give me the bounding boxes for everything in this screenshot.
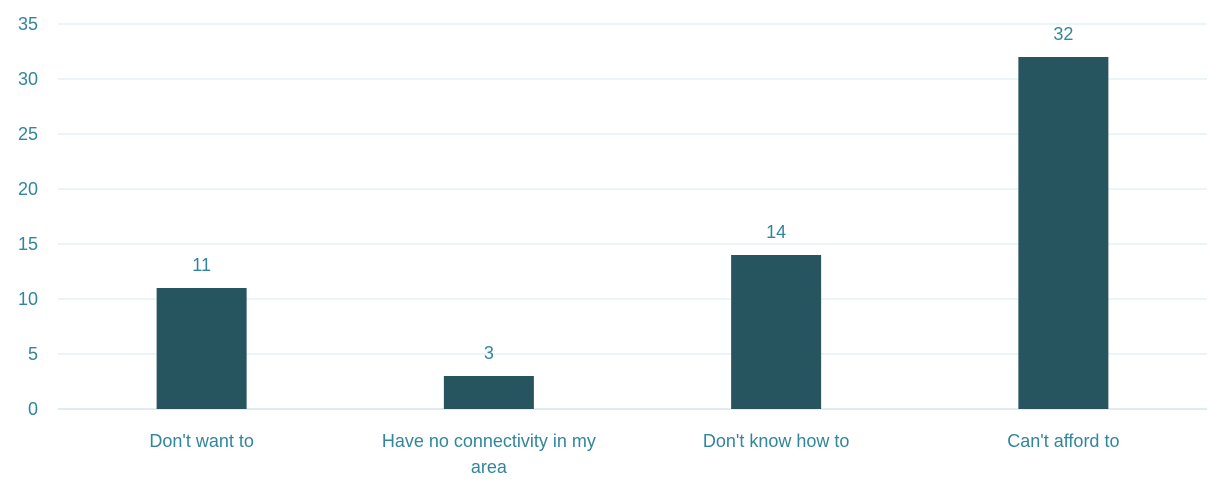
x-category-label-line: area: [471, 457, 508, 477]
x-category-label: Don't know how to: [703, 431, 850, 451]
y-tick-label: 20: [18, 179, 38, 199]
x-axis-category-labels: Don't want to Have no connectivity in my a…: [149, 431, 1119, 477]
bar: [731, 255, 822, 409]
x-category-label: Have no connectivity in my area: [382, 431, 596, 477]
y-tick-label: 25: [18, 124, 38, 144]
data-labels: 11 3 14 32: [192, 24, 1073, 363]
y-axis-tick-labels: 0 5 10 15 20 25 30 35: [18, 14, 38, 419]
x-category-label-line: Have no connectivity in my: [382, 431, 596, 451]
y-tick-label: 30: [18, 69, 38, 89]
bar: [443, 376, 534, 409]
bars: [156, 57, 1109, 409]
bar-value-label: 3: [484, 343, 494, 363]
y-tick-label: 10: [18, 289, 38, 309]
x-category-label: Can't afford to: [1007, 431, 1119, 451]
x-category-label-line: Don't know how to: [703, 431, 850, 451]
bar-value-label: 11: [192, 255, 211, 275]
bar-value-label: 14: [766, 222, 786, 242]
bar: [1018, 57, 1109, 409]
y-tick-label: 0: [28, 399, 38, 419]
x-category-label-line: Can't afford to: [1007, 431, 1119, 451]
bar-value-label: 32: [1053, 24, 1073, 44]
y-tick-label: 35: [18, 14, 38, 34]
x-category-label-line: Don't want to: [149, 431, 254, 451]
y-tick-label: 15: [18, 234, 38, 254]
y-tick-label: 5: [28, 344, 38, 364]
bar: [156, 288, 247, 409]
x-category-label: Don't want to: [149, 431, 254, 451]
gridlines: [58, 23, 1207, 410]
